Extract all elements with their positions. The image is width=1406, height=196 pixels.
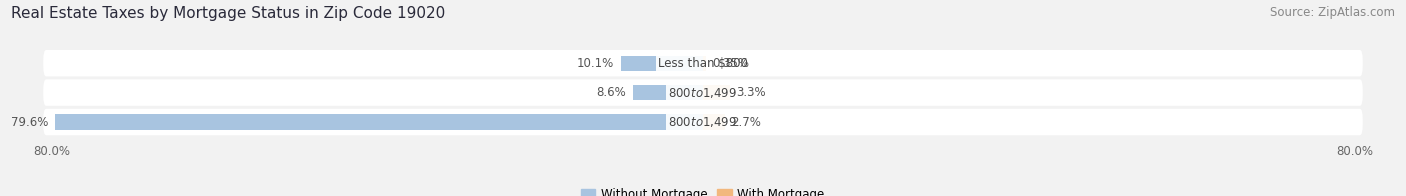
FancyBboxPatch shape: [44, 79, 1362, 106]
Text: 0.35%: 0.35%: [713, 57, 749, 70]
Bar: [633, 85, 703, 100]
Bar: [55, 114, 703, 130]
Text: Real Estate Taxes by Mortgage Status in Zip Code 19020: Real Estate Taxes by Mortgage Status in …: [11, 6, 446, 21]
Legend: Without Mortgage, With Mortgage: Without Mortgage, With Mortgage: [576, 183, 830, 196]
Bar: [703, 114, 725, 130]
Text: 2.7%: 2.7%: [731, 115, 762, 129]
FancyBboxPatch shape: [44, 109, 1362, 135]
Text: Source: ZipAtlas.com: Source: ZipAtlas.com: [1270, 6, 1395, 19]
Text: $800 to $1,499: $800 to $1,499: [668, 86, 738, 100]
Bar: [620, 56, 703, 71]
FancyBboxPatch shape: [44, 50, 1362, 76]
Text: 3.3%: 3.3%: [737, 86, 766, 99]
Bar: [703, 56, 706, 71]
Text: 8.6%: 8.6%: [596, 86, 627, 99]
Text: 79.6%: 79.6%: [11, 115, 48, 129]
Text: Less than $800: Less than $800: [658, 57, 748, 70]
Bar: [703, 85, 730, 100]
Text: 10.1%: 10.1%: [576, 57, 614, 70]
Text: $800 to $1,499: $800 to $1,499: [668, 115, 738, 129]
